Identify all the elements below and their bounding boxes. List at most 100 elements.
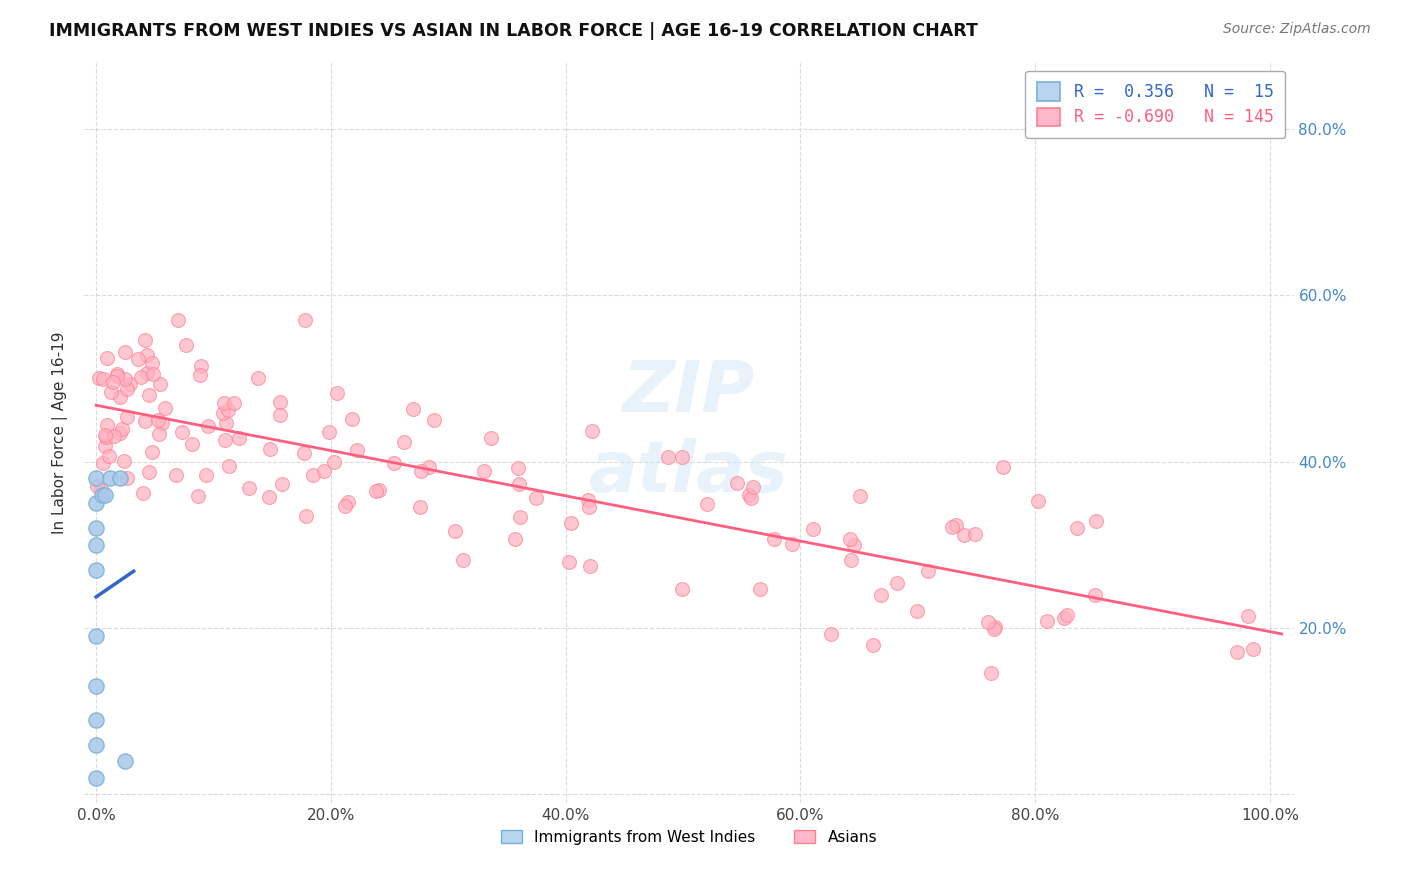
Point — [90, 482, 112, 496]
Point — [340, 412, 363, 426]
Point — [749, 582, 772, 596]
Point — [423, 413, 446, 427]
Point — [991, 460, 1014, 475]
Point — [117, 410, 139, 425]
Point — [134, 333, 156, 347]
Point — [318, 425, 340, 439]
Point — [346, 442, 368, 457]
Point — [149, 377, 172, 392]
Point — [129, 370, 152, 384]
Point — [131, 486, 153, 500]
Point — [292, 446, 315, 460]
Point — [862, 638, 884, 652]
Point — [1056, 608, 1078, 623]
Point — [524, 491, 547, 505]
Point — [114, 754, 136, 768]
Point — [96, 351, 118, 365]
Point — [103, 376, 125, 390]
Point — [108, 471, 131, 485]
Point — [366, 484, 388, 499]
Point — [84, 629, 107, 643]
Point — [174, 338, 197, 352]
Point — [103, 428, 125, 442]
Point — [1084, 514, 1107, 528]
Point — [1066, 521, 1088, 535]
Point — [1243, 642, 1265, 657]
Y-axis label: In Labor Force | Age 16-19: In Labor Force | Age 16-19 — [52, 331, 69, 534]
Point — [848, 489, 870, 503]
Point — [323, 455, 346, 469]
Point — [136, 348, 159, 362]
Point — [211, 406, 233, 420]
Point — [148, 426, 170, 441]
Point — [314, 464, 336, 478]
Point — [142, 368, 165, 382]
Point — [839, 532, 862, 546]
Point — [870, 588, 893, 602]
Point — [917, 565, 939, 579]
Point — [118, 376, 141, 391]
Point — [269, 394, 291, 409]
Point — [111, 422, 134, 436]
Point — [108, 390, 131, 404]
Point — [841, 553, 863, 567]
Point — [166, 313, 188, 327]
Point — [127, 352, 149, 367]
Point — [84, 496, 107, 510]
Point — [84, 679, 107, 693]
Point — [671, 450, 693, 464]
Point — [479, 431, 502, 445]
Point — [84, 713, 107, 727]
Point — [1084, 588, 1107, 602]
Point — [105, 367, 128, 381]
Point — [1225, 645, 1247, 659]
Point — [84, 538, 107, 552]
Point — [190, 359, 212, 374]
Point — [508, 460, 530, 475]
Point — [509, 510, 531, 524]
Point — [114, 345, 136, 359]
Point — [1036, 614, 1059, 628]
Point — [953, 528, 976, 542]
Point — [671, 582, 693, 597]
Point — [738, 488, 761, 502]
Point — [444, 524, 467, 538]
Point — [820, 627, 842, 641]
Point — [270, 476, 292, 491]
Point — [218, 458, 240, 473]
Point — [141, 445, 163, 459]
Point — [945, 517, 967, 532]
Point — [134, 414, 156, 428]
Point — [91, 456, 114, 470]
Point — [1237, 609, 1260, 624]
Text: IMMIGRANTS FROM WEST INDIES VS ASIAN IN LABOR FORCE | AGE 16-19 CORRELATION CHAR: IMMIGRANTS FROM WEST INDIES VS ASIAN IN … — [49, 22, 979, 40]
Point — [228, 431, 250, 445]
Point — [983, 622, 1005, 636]
Point — [558, 555, 581, 569]
Point — [84, 471, 107, 485]
Point — [94, 430, 117, 444]
Point — [696, 497, 718, 511]
Point — [117, 383, 139, 397]
Point — [155, 401, 177, 415]
Point — [86, 479, 108, 493]
Point — [886, 576, 908, 591]
Point — [84, 521, 107, 535]
Point — [214, 396, 236, 410]
Point — [576, 492, 599, 507]
Point — [197, 418, 219, 433]
Point — [84, 563, 107, 577]
Point — [905, 603, 928, 617]
Point — [93, 439, 115, 453]
Point — [963, 526, 986, 541]
Point — [560, 516, 582, 530]
Point — [333, 499, 356, 513]
Point — [138, 388, 160, 402]
Point — [725, 476, 748, 491]
Point — [392, 435, 415, 450]
Point — [257, 490, 280, 504]
Point — [976, 615, 998, 629]
Point — [368, 483, 391, 498]
Point — [453, 553, 475, 567]
Point — [980, 666, 1002, 681]
